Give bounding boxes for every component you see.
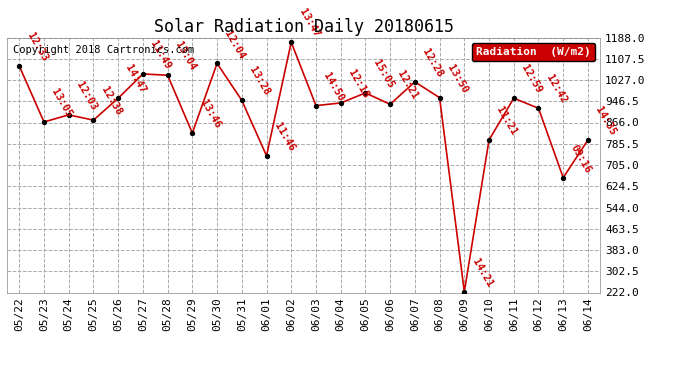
Text: 13:50: 13:50 [445, 63, 469, 95]
Text: 13:04: 13:04 [173, 40, 197, 72]
Point [212, 60, 223, 66]
Point [88, 117, 99, 123]
Point [484, 137, 495, 143]
Text: 14:35: 14:35 [593, 105, 618, 137]
Point [187, 130, 198, 136]
Text: 13:46: 13:46 [198, 98, 222, 130]
Text: 12:42: 12:42 [544, 74, 569, 105]
Text: 12:28: 12:28 [420, 47, 444, 79]
Point [236, 98, 247, 104]
Point [360, 90, 371, 96]
Text: 12:04: 12:04 [223, 28, 247, 61]
Point [286, 39, 297, 45]
Text: 14:50: 14:50 [322, 71, 346, 103]
Text: 15:05: 15:05 [371, 58, 395, 90]
Point [409, 79, 420, 85]
Text: 12:21: 12:21 [395, 69, 420, 102]
Text: 12:38: 12:38 [99, 85, 124, 117]
Point [261, 153, 272, 159]
Point [509, 95, 520, 101]
Point [335, 100, 346, 106]
Text: 12:18: 12:18 [346, 68, 371, 100]
Point [533, 105, 544, 111]
Legend: Radiation  (W/m2): Radiation (W/m2) [472, 43, 595, 61]
Point [434, 94, 445, 100]
Point [459, 289, 470, 295]
Text: Copyright 2018 Cartronics.com: Copyright 2018 Cartronics.com [13, 45, 194, 55]
Text: 12:33: 12:33 [25, 31, 49, 63]
Text: 12:03: 12:03 [75, 80, 99, 112]
Text: 09:16: 09:16 [569, 143, 593, 175]
Text: 11:21: 11:21 [495, 105, 519, 137]
Point [14, 63, 25, 69]
Text: 13:47: 13:47 [297, 8, 321, 39]
Text: 13:05: 13:05 [50, 87, 74, 119]
Text: 12:59: 12:59 [520, 63, 544, 95]
Point [384, 101, 395, 107]
Text: 13:28: 13:28 [247, 66, 272, 98]
Point [112, 95, 124, 101]
Point [39, 119, 50, 125]
Point [558, 175, 569, 181]
Text: 11:46: 11:46 [272, 121, 296, 153]
Text: 11:49: 11:49 [148, 39, 172, 71]
Point [137, 71, 148, 77]
Point [582, 137, 593, 143]
Point [63, 112, 75, 118]
Text: 14:47: 14:47 [124, 63, 148, 95]
Text: 14:21: 14:21 [470, 257, 494, 289]
Title: Solar Radiation Daily 20180615: Solar Radiation Daily 20180615 [154, 18, 453, 36]
Point [162, 72, 173, 78]
Point [310, 103, 322, 109]
